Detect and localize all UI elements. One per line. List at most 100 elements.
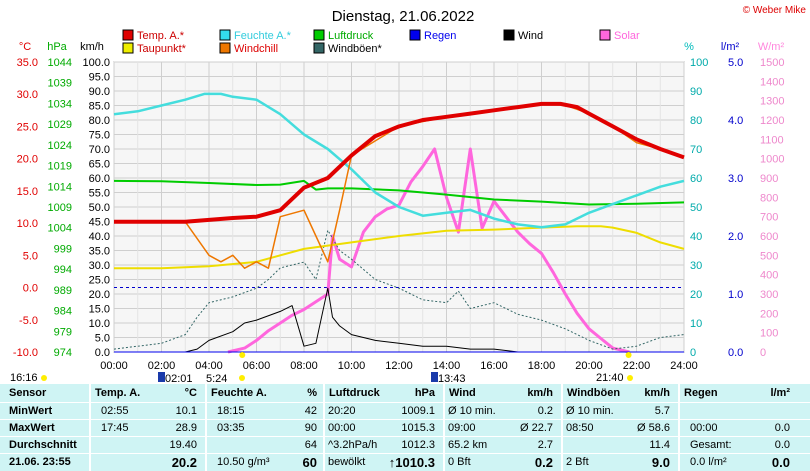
table-column-header: Temp. A.: [95, 387, 141, 399]
legend-swatch: [219, 42, 231, 54]
y-tick-label: 35.0: [17, 57, 38, 69]
series-line-taupunkt: [114, 225, 685, 270]
y-tick-label: 1034: [48, 98, 72, 110]
y-tick-label: 1019: [48, 161, 72, 173]
x-tick-label: 12:00: [385, 360, 413, 372]
x-tick-label: 04:00: [195, 360, 223, 372]
axis-units: °C hPa km/h% l/m² W/m²: [19, 41, 785, 53]
legend-swatch: [313, 29, 325, 41]
table-column-unit: hPa: [414, 387, 435, 399]
sun-marker-label: 21:40: [596, 372, 624, 384]
series-line-luftdruck: [113, 179, 685, 206]
y-tick-label: 0: [760, 347, 766, 359]
y-tick-label: 300: [760, 289, 778, 301]
y-tick-label: 100: [760, 328, 778, 340]
table-cell: 1012.3: [401, 439, 435, 451]
table-cell: 1015.3: [401, 422, 435, 434]
chart-title: Dienstag, 21.06.2022: [332, 8, 475, 25]
y-tick-label: 100.0: [82, 57, 110, 69]
y-tick-label: 60: [690, 173, 702, 185]
table-cell: 65.2 km: [448, 439, 488, 451]
sunset-icon: [625, 352, 632, 358]
y-tick-label: 999: [54, 243, 72, 255]
table-cell: 00:00: [328, 422, 356, 434]
legend-swatch: [122, 29, 134, 41]
legend-swatch: [599, 29, 611, 41]
x-axis: 00:00 02:00 04:00 06:00 08:00 10:00 12:00 14:00…: [100, 360, 698, 372]
table-cell: 20.2: [171, 455, 197, 470]
table-cell: 08:50: [566, 422, 594, 434]
table-cell: 18:15: [217, 405, 245, 417]
y-tick-label: 10: [690, 318, 702, 330]
sun-marker-label: 02:01: [165, 373, 193, 384]
table-cell: 20:20: [328, 405, 356, 417]
table-cell: 03:35: [217, 422, 245, 434]
y-tick-label: 10.0: [17, 218, 38, 230]
sun-marker-label: 16:16: [10, 372, 38, 384]
y-tick-label: 0.0: [728, 347, 743, 359]
legend-label: Windchill: [234, 43, 278, 55]
x-tick-label: 24:00: [670, 360, 698, 372]
y-tick-label: 984: [54, 306, 72, 318]
y-tick-label: 35.0: [89, 246, 110, 258]
x-tick-label: 22:00: [623, 360, 651, 372]
axis-unit-label: W/m²: [758, 41, 785, 53]
table-cell: 11.4: [649, 439, 670, 451]
y-tick-label: 400: [760, 270, 778, 282]
y-tick-label: 40.0: [89, 231, 110, 243]
y-tick-label: 979: [54, 326, 72, 338]
table-cell: ^3.2hPa/h: [328, 439, 378, 451]
y-tick-label: 90.0: [89, 86, 110, 98]
x-tick-label: 10:00: [338, 360, 366, 372]
table-cell: 02:55: [101, 405, 129, 417]
table-row-label: MinWert: [9, 405, 53, 417]
sun-icon: [239, 375, 245, 381]
y-tick-label: 90: [690, 86, 702, 98]
y-tick-label: 1029: [48, 119, 72, 131]
table-cell: 0.0: [774, 422, 790, 434]
sun-markers: 16:16 02:01 5:24 13:43 21:40: [10, 352, 633, 384]
table-cell: 0.0 l/m²: [690, 456, 727, 468]
legend-label: Taupunkt*: [137, 43, 187, 55]
y-tick-label: 1100: [760, 134, 784, 146]
x-tick-label: 00:00: [100, 360, 128, 372]
table-cell: 0.2: [534, 455, 553, 470]
series-lines: [113, 92, 685, 354]
y-tick-label: 75.0: [89, 130, 110, 142]
y-tick-label: 900: [760, 173, 778, 185]
y-tick-label: 200: [760, 308, 778, 320]
y-tick-label: 2.0: [728, 231, 743, 243]
legend-swatch: [409, 29, 421, 41]
table-cell: 09:00: [448, 422, 476, 434]
sun-icon: [41, 375, 47, 381]
table-cell: 10.1: [175, 405, 197, 417]
y-tick-label: 10.0: [89, 318, 110, 330]
y-axes: 35.0 30.0 25.0 20.0 15.0 10.0 5.0 0.0 -5.0 -10.0 1…: [13, 57, 785, 359]
y-tick-label: 1000: [760, 154, 784, 166]
sun-marker-label: 13:43: [438, 373, 466, 384]
series-line-windb-en: [113, 229, 685, 350]
table-column-header: Windböen: [567, 387, 621, 399]
y-tick-label: 50: [690, 202, 702, 214]
y-tick-label: 1044: [48, 57, 72, 69]
table-cell: Gesamt:: [690, 439, 732, 451]
legend-label: Wind: [518, 30, 543, 42]
sun-marker-label: 5:24: [206, 373, 227, 384]
table-cell: Ø 10 min.: [448, 405, 496, 417]
y-tick-label: 4.0: [728, 115, 743, 127]
series-line-wind: [114, 287, 684, 353]
y-tick-label: 1004: [48, 223, 72, 235]
legend-label: Feuchte A.*: [234, 30, 292, 42]
table-column-unit: °C: [184, 387, 197, 399]
table-cell: 0.2: [537, 405, 553, 417]
y-tick-label: 5.0: [23, 250, 38, 262]
table-column-header: Luftdruck: [329, 387, 380, 399]
y-tick-label: -5.0: [19, 315, 38, 327]
table-row-label: Sensor: [9, 387, 47, 399]
table-cell: 17:45: [101, 422, 129, 434]
table-cell: Ø 10 min.: [566, 405, 614, 417]
table-column-unit: km/h: [644, 387, 670, 399]
x-tick-label: 20:00: [575, 360, 603, 372]
table-cell: 5.7: [654, 405, 670, 417]
y-tick-label: 25.0: [89, 275, 110, 287]
